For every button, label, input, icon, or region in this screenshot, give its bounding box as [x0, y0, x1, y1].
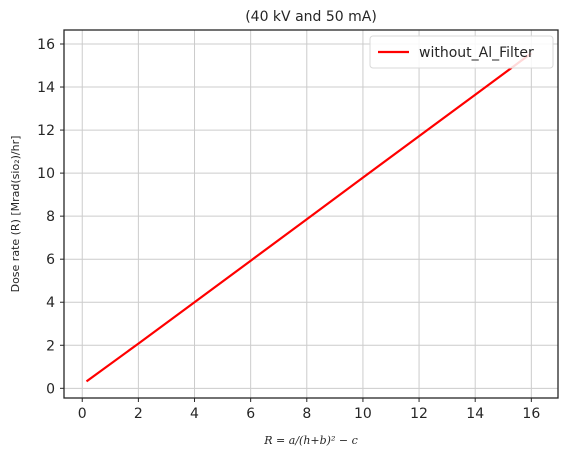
x-tick-label: 4: [190, 406, 199, 422]
series-layer: [85, 52, 532, 383]
x-tick-label: 2: [134, 406, 143, 422]
y-axis-label: Dose rate (R) [Mrad(sio₂)/hr]: [9, 136, 22, 293]
series-line: [85, 52, 532, 383]
x-tick-label: 0: [78, 406, 87, 422]
x-tick-label: 14: [466, 406, 484, 422]
x-tick-label: 10: [354, 406, 372, 422]
y-tick-label: 0: [46, 381, 55, 397]
plot-frame: [63, 29, 559, 399]
x-axis-label: R = a/(h+b)² − c: [263, 434, 357, 447]
y-tick-label: 10: [37, 166, 55, 182]
legend-box: [369, 35, 554, 69]
y-tick-label: 4: [46, 295, 55, 311]
legend-label: without_Al_Filter: [419, 45, 534, 61]
x-tick-label: 12: [410, 406, 428, 422]
y-tick-label: 14: [37, 80, 55, 96]
y-axis: 0 2 4 6 8 10 12 14 16: [37, 37, 64, 397]
y-tick-label: 2: [46, 338, 55, 354]
legend: without_Al_Filter: [369, 35, 554, 69]
y-tick-label: 6: [46, 252, 55, 268]
x-tick-label: 16: [522, 406, 540, 422]
y-tick-label: 12: [37, 123, 55, 139]
x-tick-label: 8: [302, 406, 311, 422]
x-axis: 0 2 4 6 8 10 12 14 16: [78, 398, 540, 422]
y-tick-label: 16: [37, 37, 55, 53]
x-tick-label: 6: [246, 406, 255, 422]
chart-title: (40 kV and 50 mA): [245, 9, 377, 25]
y-tick-label: 8: [46, 209, 55, 225]
